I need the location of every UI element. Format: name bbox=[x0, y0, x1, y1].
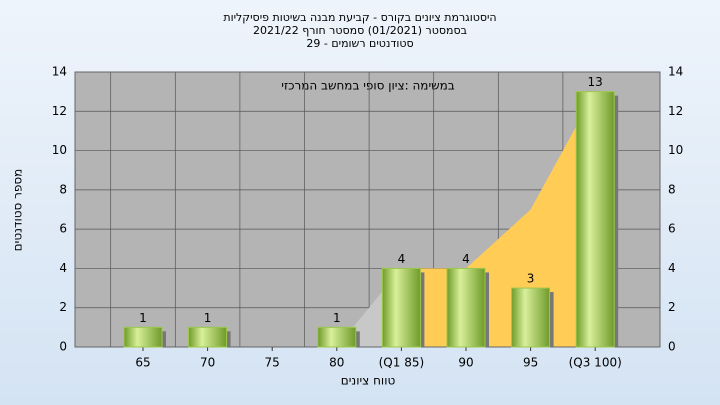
y-tick-label: 6 bbox=[59, 222, 67, 236]
y-axis-label: מספר סטודנטים bbox=[11, 169, 25, 252]
title-line: בסמסטר (01/2021) סמסטר חורף 2021/22 bbox=[253, 24, 467, 37]
x-tick-label: 75 bbox=[265, 356, 280, 370]
y2-tick-label: 12 bbox=[668, 104, 683, 118]
y2-tick-label: 14 bbox=[668, 65, 683, 79]
y2-tick-label: 6 bbox=[668, 222, 676, 236]
value-label: 1 bbox=[333, 311, 341, 325]
y2-tick-label: 8 bbox=[668, 182, 676, 196]
x-tick-label: 95 bbox=[523, 356, 538, 370]
bar bbox=[317, 326, 357, 348]
y-tick-label: 10 bbox=[52, 143, 67, 157]
x-tick-label: 70 bbox=[200, 356, 215, 370]
y2-tick-label: 0 bbox=[668, 340, 676, 354]
annotation: במשימה :ציון סופי במחשב המרכזי bbox=[281, 79, 455, 93]
y2-tick-label: 2 bbox=[668, 300, 676, 314]
y-tick-label: 2 bbox=[59, 300, 67, 314]
x-axis-label: טווח ציונים bbox=[341, 374, 396, 388]
x-tick-label: (Q3 100) bbox=[569, 356, 622, 370]
bar bbox=[511, 287, 551, 348]
title-line: סטודנטים רשומים - 29 bbox=[306, 37, 413, 50]
x-tick-label: 65 bbox=[135, 356, 150, 370]
y-tick-label: 14 bbox=[52, 65, 67, 79]
bar bbox=[381, 267, 421, 348]
bar bbox=[575, 91, 615, 348]
x-tick-label: (Q1 85) bbox=[379, 356, 425, 370]
x-tick-label: 80 bbox=[329, 356, 344, 370]
bar bbox=[188, 326, 228, 348]
value-label: 3 bbox=[527, 272, 535, 286]
x-tick-label: 90 bbox=[458, 356, 473, 370]
plot-border bbox=[74, 71, 661, 348]
y2-tick-label: 4 bbox=[668, 261, 676, 275]
y2-tick-label: 10 bbox=[668, 143, 683, 157]
y-tick-label: 8 bbox=[59, 182, 67, 196]
value-label: 1 bbox=[204, 311, 212, 325]
value-label: 4 bbox=[398, 252, 406, 266]
value-label: 4 bbox=[462, 252, 470, 266]
value-label: 13 bbox=[588, 75, 603, 89]
y-tick-label: 4 bbox=[59, 261, 67, 275]
title-line: היסטוגרמת ציונים בקורס - קביעת מבנה בשיט… bbox=[223, 11, 496, 24]
y-tick-label: 12 bbox=[52, 104, 67, 118]
bar bbox=[123, 326, 163, 348]
bar bbox=[446, 267, 486, 348]
y-tick-label: 0 bbox=[59, 340, 67, 354]
value-label: 1 bbox=[139, 311, 147, 325]
